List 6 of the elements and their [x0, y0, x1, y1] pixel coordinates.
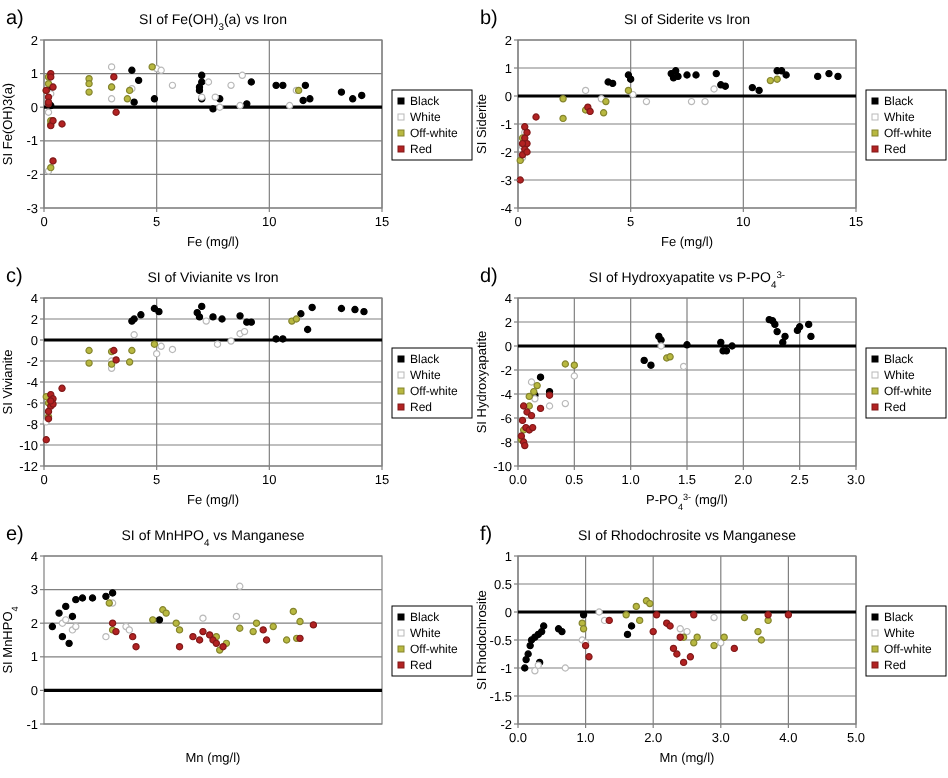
- text: f): [480, 524, 493, 546]
- text: d): [480, 266, 498, 288]
- text: c): [6, 266, 23, 288]
- text: e): [6, 524, 24, 546]
- text: b): [480, 8, 498, 30]
- text: a): [6, 8, 24, 30]
